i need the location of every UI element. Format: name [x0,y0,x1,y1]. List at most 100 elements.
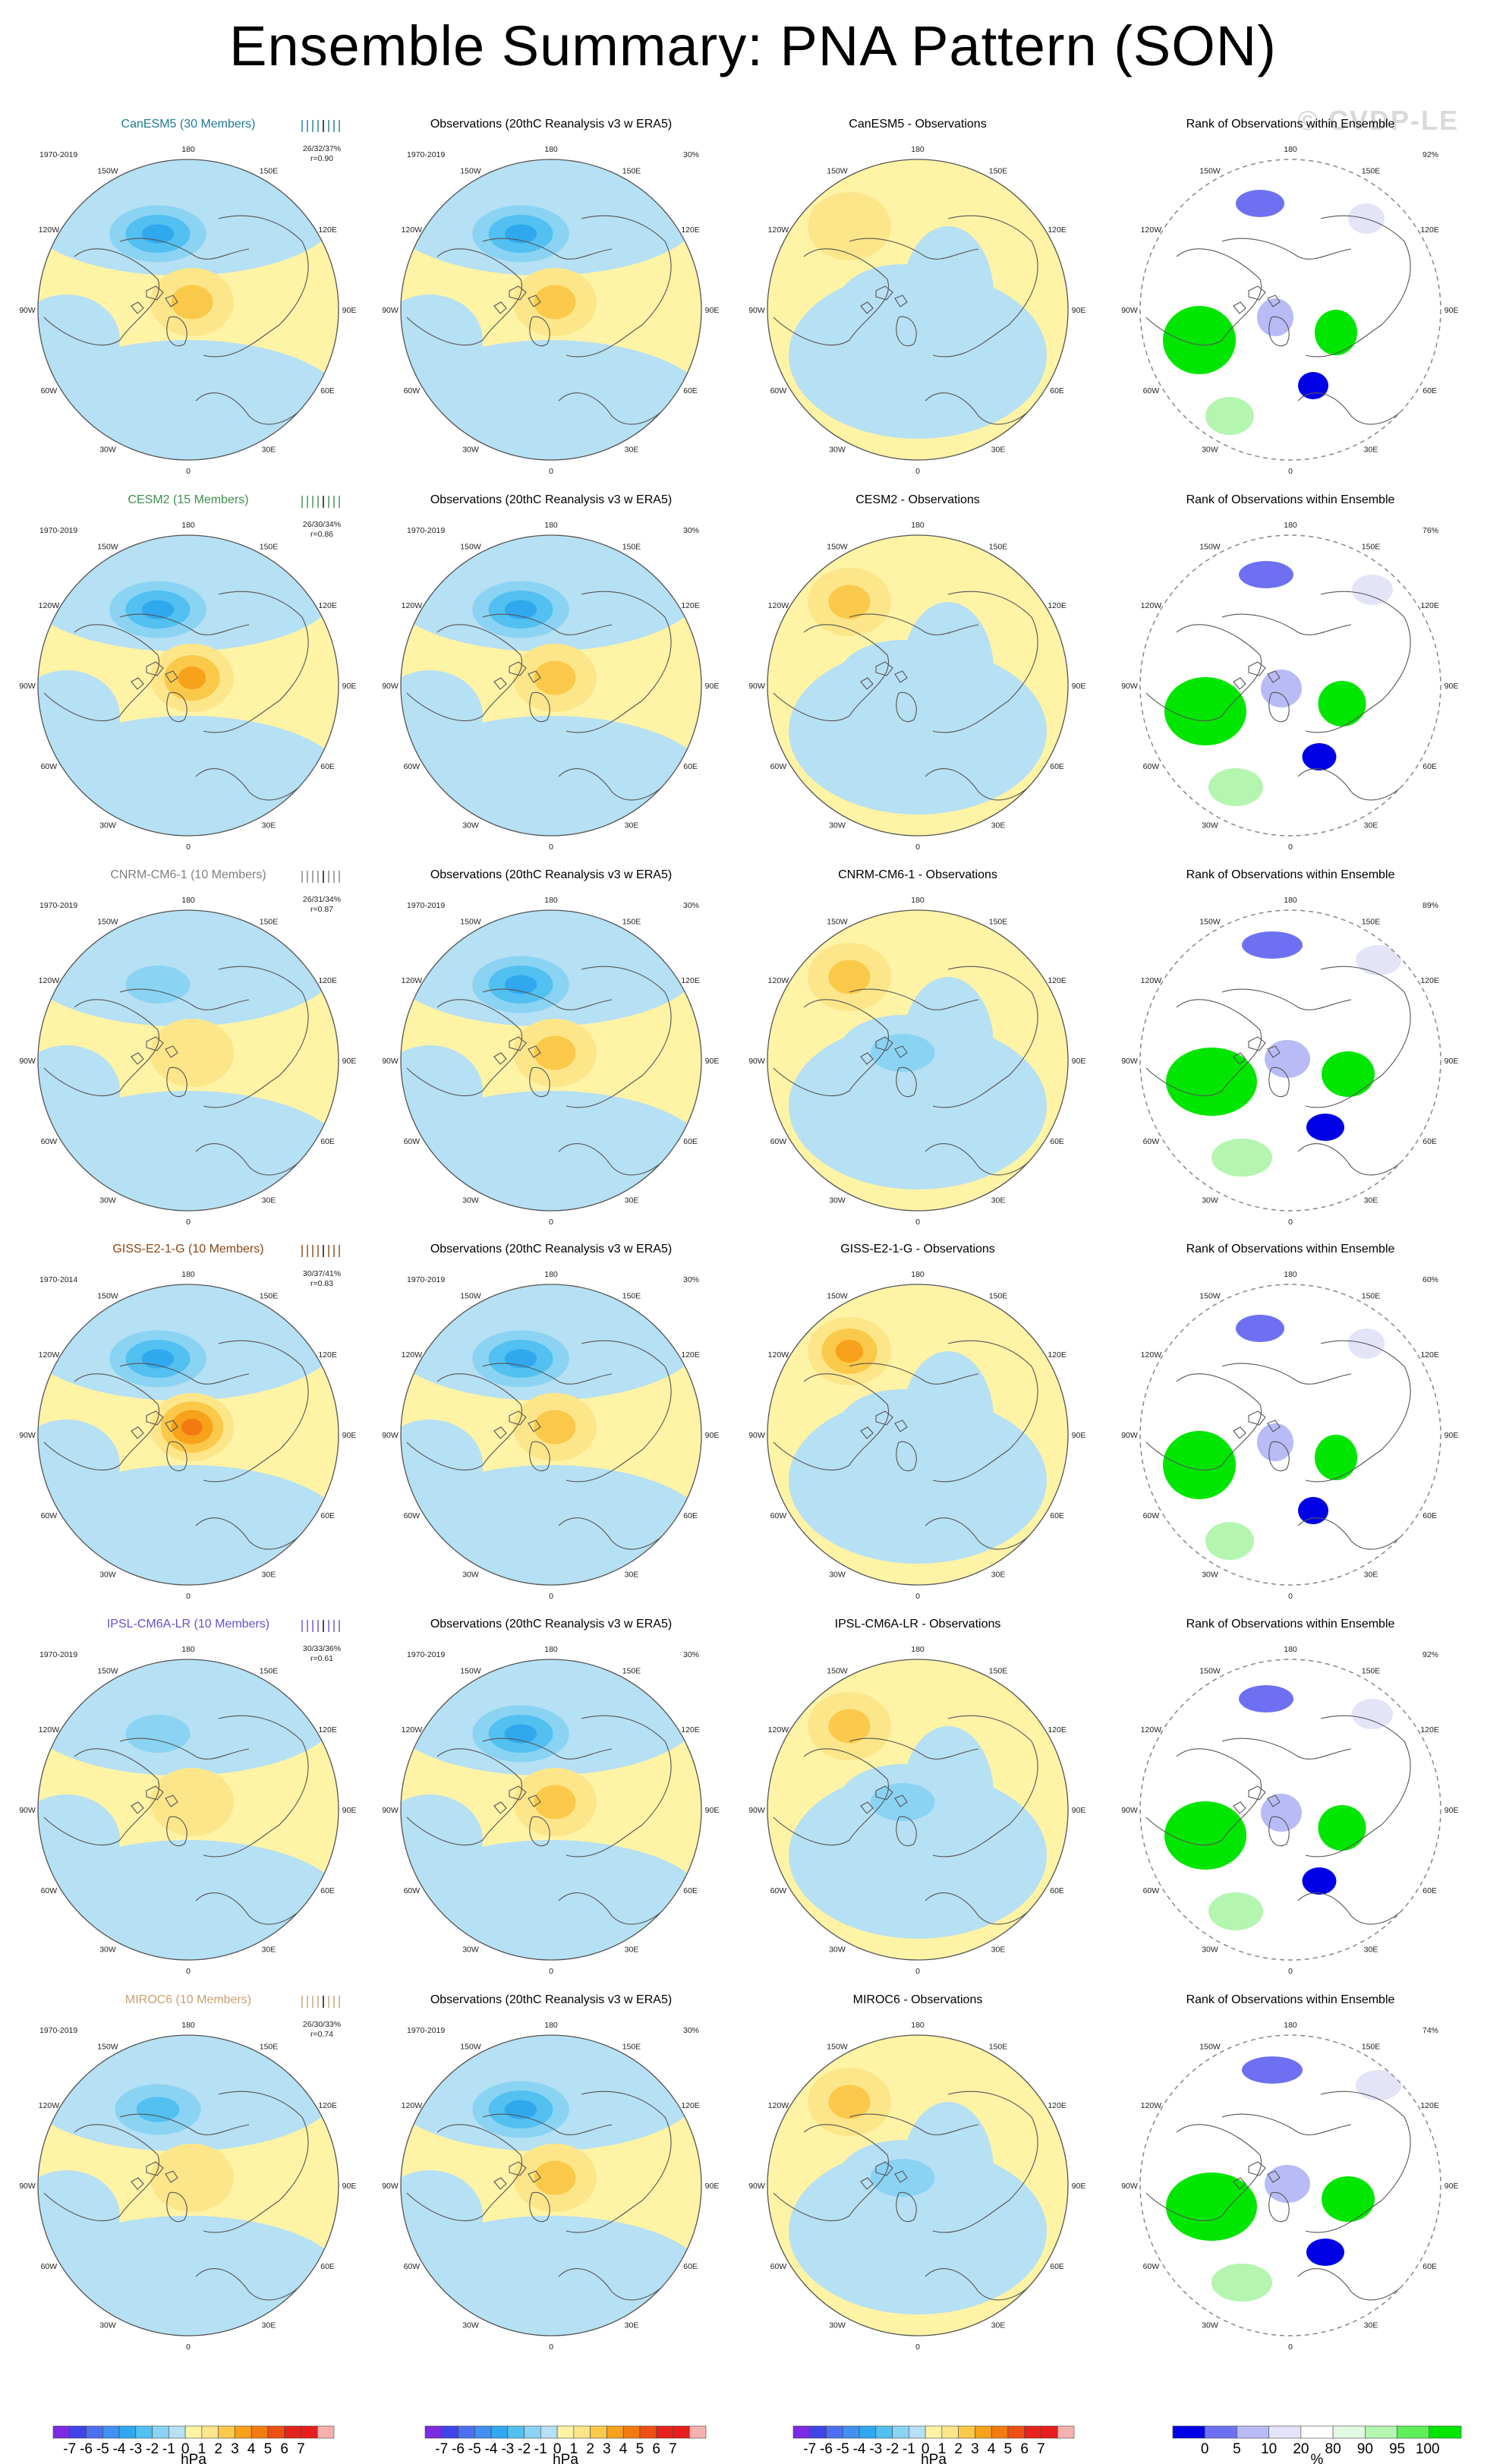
coastline-6 [894,1419,908,1432]
lon-label-60W: 60W [1143,2262,1160,2271]
coastline-6 [165,670,178,683]
lon-label-120W: 120W [39,976,60,985]
lon-label-180: 180 [544,1270,558,1279]
lon-label-120E: 120E [1048,225,1066,235]
rank-region-6 [1306,1114,1344,1141]
lon-label-0: 0 [915,467,920,476]
lon-label-0: 0 [186,2343,191,2352]
lon-label-0: 0 [915,1592,920,1601]
lon-label-0: 0 [186,1967,191,1976]
lon-label-120E: 120E [318,1725,337,1735]
coastline-3 [1297,392,1405,425]
coastline-4 [849,238,979,260]
rank-region-3 [1239,1685,1293,1713]
coastline-2 [932,2091,1038,2233]
lon-label-30E: 30E [262,821,276,830]
lon-label-90W: 90W [748,1806,765,1815]
colorbar-tick--3: -3 [869,2441,882,2457]
model-title: IPSL-CM6A-LR (10 Members) [107,1618,269,1631]
high-contour-1 [150,1019,234,1087]
lon-label-150E: 150E [260,2042,279,2051]
colorbar-swatch-11 [606,2425,624,2439]
rank-swatch-4 [1300,2425,1334,2439]
lon-label-60W: 60W [770,1137,787,1146]
low-contour-2 [125,1715,191,1753]
coastline-6 [528,1045,541,1058]
lon-label-120W: 120W [768,1350,789,1360]
low-contour-2 [870,2159,935,2197]
coastline-6 [1267,295,1281,307]
lon-label-90E: 90E [1072,1806,1086,1815]
lon-label-120E: 120E [681,1350,700,1360]
obs-period-label: 1970-2019 [407,2026,445,2035]
coastline-3 [558,1143,666,1176]
map-boundary [400,534,702,837]
map-boundary [37,1659,339,1961]
lon-label-60W: 60W [770,1511,787,1520]
coastline-5 [1248,661,1266,676]
lon-label-120W: 120W [1141,1350,1162,1360]
lon-label-60W: 60W [41,1886,58,1895]
coastline-4 [482,1363,613,1385]
colorbar-tick--2: -2 [886,2441,899,2457]
rank-title: Rank of Observations within Ensemble [1186,493,1395,506]
colorbar-swatch-5 [135,2425,153,2439]
coastline-3 [1297,1143,1405,1176]
lon-label-150E: 150E [989,2042,1008,2051]
coastline-3 [195,2268,303,2301]
lon-label-90E: 90E [342,682,357,691]
lon-label-150E: 150E [622,1291,641,1300]
coastline-2 [566,966,672,1108]
map-boundary [37,1284,339,1586]
map-boundary [767,909,1069,1212]
coastline-1 [1268,1441,1290,1472]
high-contour-4 [181,1418,203,1436]
coastline-3 [925,2268,1032,2301]
rank-pct-label: 60% [1423,1275,1438,1284]
low-contour-3 [136,2097,180,2122]
lon-label-90W: 90W [1121,2182,1138,2191]
lon-label-120W: 120W [768,1725,789,1735]
rank-title: Rank of Observations within Ensemble [1186,1993,1395,2006]
pattern-correlation: r=0.61 [310,1654,333,1663]
colorbar-tick-6: 6 [1020,2441,1029,2457]
rank-tick-5: 5 [1233,2441,1241,2457]
lon-label-60E: 60E [1050,386,1064,395]
lon-label-60W: 60W [1143,386,1160,395]
lon-label-30E: 30E [1364,446,1378,455]
rank-region-3 [1236,190,1284,217]
high-contour-2 [534,1410,576,1445]
lon-label-150E: 150E [989,917,1008,926]
colorbar-swatch-2 [458,2425,475,2439]
coastline-7 [1233,1052,1246,1065]
rank-region-1 [1318,681,1366,726]
colorbar-swatch-12 [991,2425,1009,2439]
lon-label-60E: 60E [1050,1511,1064,1520]
coastline-0 [406,999,523,1097]
lon-label-120E: 120E [1420,601,1439,610]
rank-title: Rank of Observations within Ensemble [1186,868,1395,881]
coastline-4 [1221,1363,1352,1385]
lon-label-120W: 120W [402,225,423,235]
lon-label-30E: 30E [1364,1946,1378,1955]
lon-label-180: 180 [911,521,925,530]
colorbar-tick--1: -1 [903,2441,915,2457]
main-title: Ensemble Summary: PNA Pattern (SON) [229,14,1277,77]
rank-region-2 [1257,1423,1293,1461]
rank-region-3 [1236,1315,1284,1342]
pct-stats: 30/37/41% [303,1269,341,1278]
coastline-6 [528,1419,541,1432]
rank-region-1 [1315,1435,1357,1480]
coastline-2 [566,1715,672,1857]
lon-label-0: 0 [1288,1967,1293,1976]
lon-label-60E: 60E [683,762,698,771]
colorbar-unit: hPa [553,2452,578,2464]
coastline-3 [925,768,1032,801]
lon-label-0: 0 [1288,467,1293,476]
colorbar-tick-1: 1 [570,2441,578,2457]
panel-IPSL-CM6A-LR-rank: Rank of Observations within Ensemble 92% 1… [1121,1618,1458,1976]
coastline-2 [1305,215,1411,358]
coastline-6 [165,1794,178,1807]
lon-label-120E: 120E [681,1725,700,1735]
coastline-0 [406,248,523,346]
